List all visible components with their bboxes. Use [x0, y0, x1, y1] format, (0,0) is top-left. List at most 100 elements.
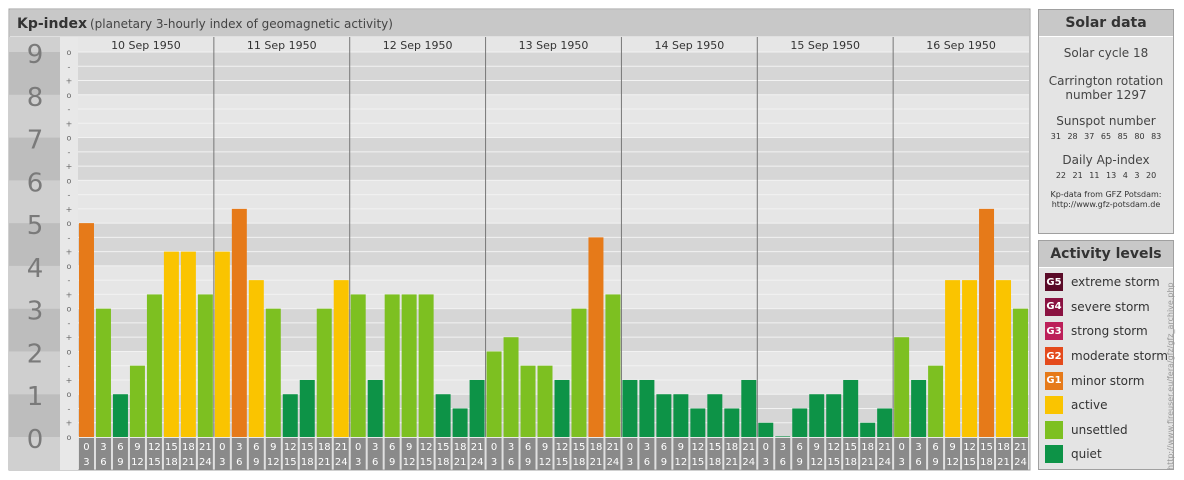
hour-end-label: 15 [420, 457, 433, 468]
kp-bar [860, 422, 876, 437]
y-minor-label: o [67, 48, 72, 57]
hour-label-box [418, 438, 434, 470]
kp-bar [792, 408, 808, 437]
legend-item: G3 strong storm [1039, 319, 1173, 344]
sunspot-title: Sunspot number [1056, 114, 1156, 128]
y-tick-label: 4 [27, 254, 44, 284]
hour-start-label: 6 [117, 442, 123, 453]
hour-start-label: 3 [780, 442, 786, 453]
hour-end-label: 15 [827, 457, 840, 468]
hour-start-label: 12 [827, 442, 840, 453]
hour-end-label: 15 [284, 457, 297, 468]
hour-end-label: 18 [437, 457, 450, 468]
hour-end-label: 12 [539, 457, 552, 468]
y-minor-label: - [68, 319, 71, 328]
hour-end-label: 21 [997, 457, 1010, 468]
hour-start-label: 6 [389, 442, 395, 453]
hour-end-label: 24 [1014, 457, 1027, 468]
hour-start-label: 0 [898, 442, 904, 453]
hour-start-label: 21 [1014, 442, 1027, 453]
hour-start-label: 18 [725, 442, 738, 453]
y-minor-label: - [68, 62, 71, 71]
hour-end-label: 21 [454, 457, 467, 468]
kp-bar [299, 379, 315, 437]
chart-title: Kp-index [17, 16, 87, 32]
legend-swatch: G2 [1045, 347, 1063, 366]
hour-label-box [197, 438, 213, 470]
hour-start-label: 6 [932, 442, 938, 453]
day-label: 13 Sep 1950 [519, 39, 589, 52]
y-minor-label: + [66, 333, 73, 342]
hour-end-label: 18 [301, 457, 314, 468]
title-bar [10, 10, 1029, 36]
hour-start-label: 12 [556, 442, 569, 453]
y-tick-label: 2 [27, 339, 44, 369]
hour-end-label: 12 [403, 457, 416, 468]
activity-legend: G5 extreme storm G4 severe storm G3 strong st… [1039, 268, 1173, 467]
kp-bar [843, 379, 859, 437]
legend-swatch [1045, 445, 1063, 464]
kp-bar [707, 394, 723, 437]
hour-label-box [809, 438, 825, 470]
hour-label-box [350, 438, 366, 470]
hour-end-label: 18 [165, 457, 178, 468]
activity-levels-title: Activity levels [1039, 241, 1173, 268]
grid-band-top [78, 37, 1029, 52]
hour-label-box [79, 438, 94, 470]
y-band [9, 223, 60, 266]
y-minor-label: o [67, 262, 72, 271]
hour-start-label: 21 [471, 442, 484, 453]
kp-bar [605, 294, 621, 437]
hour-label-box [741, 438, 757, 470]
hour-label-box [877, 438, 893, 470]
legend-label: extreme storm [1071, 275, 1160, 290]
y-minor-label: o [67, 390, 72, 399]
hour-end-label: 24 [199, 457, 212, 468]
hour-start-label: 15 [708, 442, 721, 453]
hour-label-box [384, 438, 400, 470]
grid-band [78, 137, 1029, 181]
legend-item: G1 minor storm [1039, 368, 1173, 393]
y-minor-label: + [66, 119, 73, 128]
y-tick-label: 5 [27, 211, 44, 241]
hour-start-label: 6 [661, 442, 667, 453]
y-minor-label: o [67, 134, 72, 143]
hour-end-label: 15 [556, 457, 569, 468]
kp-bar [656, 394, 672, 437]
hour-start-label: 15 [437, 442, 450, 453]
hour-label-box [588, 438, 604, 470]
hour-label-box [214, 438, 230, 470]
hour-label-box [503, 438, 519, 470]
hour-label-box [95, 438, 111, 470]
hour-start-label: 18 [997, 442, 1010, 453]
hour-end-label: 6 [372, 457, 378, 468]
y-minor-label: + [66, 290, 73, 299]
hour-label-box [367, 438, 383, 470]
kp-bar [452, 408, 468, 437]
legend-item: quiet [1039, 442, 1173, 467]
hour-end-label: 9 [389, 457, 395, 468]
y-band [9, 52, 60, 95]
hour-end-label: 9 [661, 457, 667, 468]
hour-label-box [231, 438, 247, 470]
kp-bar [877, 408, 893, 437]
hour-label-box [333, 438, 349, 470]
hour-label-box [656, 438, 672, 470]
kp-bar [265, 308, 281, 437]
hour-start-label: 15 [573, 442, 586, 453]
legend-swatch: G4 [1045, 297, 1063, 316]
hour-start-label: 9 [949, 442, 955, 453]
hour-start-label: 18 [182, 442, 195, 453]
kp-bar [486, 351, 502, 437]
y-minor-label: o [67, 219, 72, 228]
kp-bar [554, 379, 570, 437]
legend-item: unsettled [1039, 418, 1173, 443]
hour-start-label: 18 [861, 442, 874, 453]
hour-start-label: 12 [284, 442, 297, 453]
kp-bar [367, 379, 383, 437]
hour-end-label: 12 [674, 457, 687, 468]
carrington-line1: Carrington rotation [1048, 74, 1164, 88]
credit-line1: Kp-data from GFZ Potsdam: [1050, 190, 1162, 199]
kp-bar [690, 408, 706, 437]
hour-label-box [996, 438, 1012, 470]
